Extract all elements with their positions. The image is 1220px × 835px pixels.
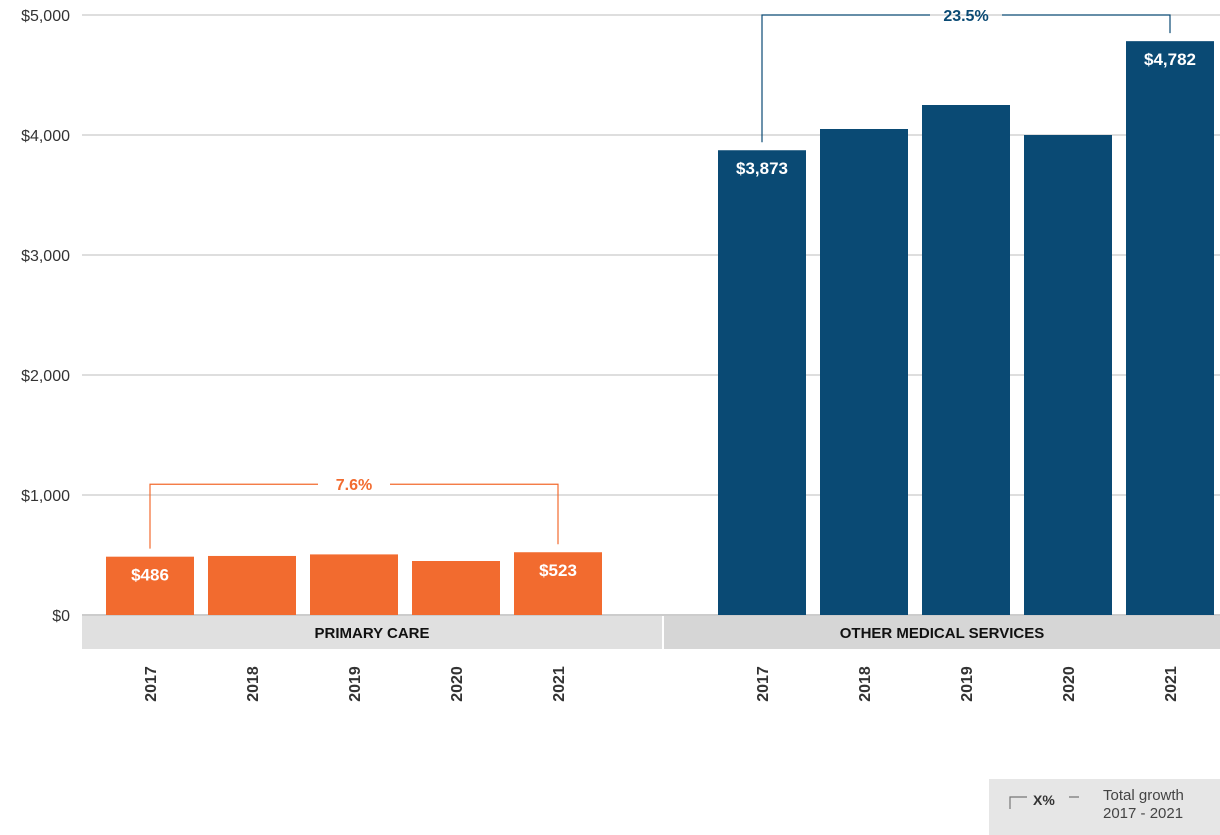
growth-bracket-right [1002, 14, 1171, 34]
bar [310, 554, 398, 615]
growth-bracket-right [390, 483, 559, 545]
bar [412, 561, 500, 615]
bar [1024, 135, 1112, 615]
legend-line-2: 2017 - 2021 [1103, 805, 1184, 822]
x-tick-label: 2020 [1061, 666, 1078, 702]
bar-value-label: $523 [539, 561, 577, 580]
x-tick-label: 2017 [143, 666, 160, 702]
bar [922, 105, 1010, 615]
y-tick-label: $4,000 [21, 128, 70, 145]
growth-label: 7.6% [336, 477, 372, 494]
bar-chart: $0 $1,000 $2,000 $3,000 $4,000 $5,000 PRIMARY … [21, 8, 1220, 702]
panel-label: PRIMARY CARE [314, 625, 429, 642]
x-tick-label: 2019 [347, 666, 364, 702]
bar-value-label: $4,782 [1144, 50, 1196, 69]
legend: X% Total growth 2017 - 2021 [989, 779, 1220, 835]
x-tick-label: 2021 [1163, 666, 1180, 702]
bar-value-label: $3,873 [736, 159, 788, 178]
x-tick-label: 2021 [551, 666, 568, 702]
growth-bracket-icon [1009, 796, 1079, 809]
x-tick-label: 2020 [449, 666, 466, 702]
bar [514, 552, 602, 615]
panel-header [82, 616, 662, 649]
legend-line-1: Total growth [1103, 787, 1184, 804]
bar [106, 556, 194, 615]
y-tick-label: $0 [52, 608, 70, 625]
growth-bracket-left [761, 14, 930, 143]
x-tick-label: 2018 [245, 666, 262, 702]
bar [718, 150, 806, 616]
legend-symbol: X% [1033, 792, 1055, 808]
panel-label: OTHER MEDICAL SERVICES [840, 625, 1044, 642]
bar [820, 129, 908, 615]
y-tick-label: $2,000 [21, 368, 70, 385]
y-tick-label: $1,000 [21, 488, 70, 505]
x-tick-label: 2019 [959, 666, 976, 702]
y-tick-label: $3,000 [21, 248, 70, 265]
x-tick-label: 2017 [755, 666, 772, 702]
bar [1126, 41, 1214, 616]
growth-bracket-left [149, 483, 318, 549]
bar-value-label: $486 [131, 566, 169, 585]
y-tick-label: $5,000 [21, 8, 70, 25]
x-tick-label: 2018 [857, 666, 874, 702]
bar [208, 555, 296, 615]
growth-label: 23.5% [943, 8, 988, 25]
panel-header [664, 616, 1220, 649]
